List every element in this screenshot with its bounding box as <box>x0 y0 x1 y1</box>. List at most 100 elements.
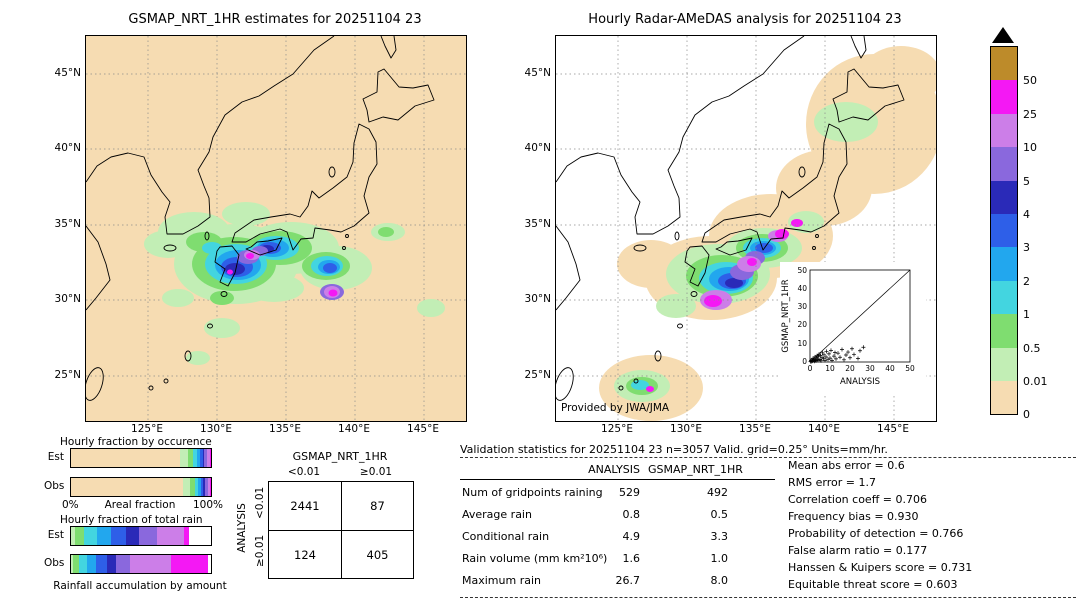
lon-tick: 125°E <box>131 423 163 435</box>
stats-row-label: Rain volume (mm km²10⁶) <box>462 552 608 565</box>
metric-line: RMS error = 1.7 <box>788 476 876 489</box>
totalrain-footer: Rainfall accumulation by amount <box>53 580 227 592</box>
lon-tick: 135°E <box>269 423 301 435</box>
bar-segment <box>187 449 193 467</box>
lat-tick: 35°N <box>524 218 551 230</box>
metric-line: Hanssen & Kuipers score = 0.731 <box>788 561 973 574</box>
left-map-canvas <box>86 36 466 421</box>
est-totalrain-bar <box>70 526 212 546</box>
left-map-gsmap <box>85 35 467 422</box>
colorbar-swatch: 0.5 <box>991 314 1041 355</box>
contingency-table: GSMAP_NRT_1HR <0.01 ≥0.01 ANALYSIS <0.01… <box>228 448 423 588</box>
inset-yaxis-label: GSMAP_NRT_1HR <box>781 279 791 352</box>
lat-tick: 40°N <box>54 142 81 154</box>
metric-line: Frequency bias = 0.930 <box>788 510 919 523</box>
bar-segment <box>205 478 208 496</box>
bar-segment <box>183 478 191 496</box>
coastline <box>86 36 435 401</box>
stats-value-gsmap: 1.0 <box>710 552 729 565</box>
metric-line: Probability of detection = 0.766 <box>788 527 964 540</box>
lat-tick: 45°N <box>524 67 551 79</box>
colorbar-label: 2 <box>1023 274 1030 288</box>
bar-segment <box>171 555 209 573</box>
bar-segment <box>183 527 190 545</box>
colorbar-label: 1 <box>1023 308 1030 322</box>
stats-row-label: Num of gridpoints raining <box>462 486 603 499</box>
bar-segment <box>71 527 75 545</box>
colorbar-label: 0.5 <box>1023 341 1041 355</box>
svg-text:30: 30 <box>797 302 807 311</box>
stats-value-analysis: 4.9 <box>622 530 641 543</box>
stats-title: Validation statistics for 20251104 23 n=… <box>460 443 888 456</box>
bar-segment <box>138 527 158 545</box>
colorbar-label: 3 <box>1023 241 1030 255</box>
contingency-side-label: ANALYSIS <box>236 503 248 553</box>
bar-segment <box>194 478 199 496</box>
stats-value-gsmap: 3.3 <box>710 530 729 543</box>
stats-value-analysis: 0.8 <box>622 508 641 521</box>
obs-totalrain-bar <box>70 554 212 574</box>
bar-segment <box>71 449 181 467</box>
colorbar-swatch: 3 <box>991 213 1030 254</box>
totalrain-section-title: Hourly fraction of total rain <box>60 514 203 526</box>
bar-segment <box>204 449 208 467</box>
bar-segment <box>71 478 183 496</box>
bar-segment <box>200 449 203 467</box>
colorbar-swatch: 10 <box>991 113 1037 154</box>
contingency-cells: 2441 87 124 405 <box>268 481 414 579</box>
colorbar-overflow-triangle-icon <box>992 27 1014 43</box>
left-map-title: GSMAP_NRT_1HR estimates for 20251104 23 <box>128 12 422 27</box>
stats-value-gsmap: 8.0 <box>710 574 729 587</box>
axis-title: Areal fraction <box>104 499 176 511</box>
stats-value-analysis: 26.7 <box>615 574 641 587</box>
colorbar-label: 4 <box>1023 207 1030 221</box>
contingency-row-header: ≥0.01 <box>254 534 266 567</box>
svg-text:50: 50 <box>797 266 807 275</box>
metric-line: False alarm ratio = 0.177 <box>788 544 928 557</box>
lat-tick: 40°N <box>524 142 551 154</box>
est-occurrence-bar <box>70 448 212 468</box>
contingency-col-header: <0.01 <box>287 466 321 478</box>
bar-segment <box>79 555 88 573</box>
lon-tick: 145°E <box>407 423 439 435</box>
svg-text:0: 0 <box>808 364 813 373</box>
lat-tick: 45°N <box>54 67 81 79</box>
bar-segment <box>201 478 204 496</box>
obs-label: Obs <box>44 480 65 492</box>
inset-xaxis-label: ANALYSIS <box>840 377 880 387</box>
colorbar-label: 5 <box>1023 174 1030 188</box>
contingency-cell: 405 <box>341 530 413 578</box>
divider-dashed-bottom <box>460 597 1076 598</box>
svg-text:30: 30 <box>865 364 875 373</box>
est-label: Est <box>47 451 64 463</box>
stats-row-label: Conditional rain <box>462 530 550 543</box>
lon-tick: 130°E <box>200 423 232 435</box>
bar-segment <box>73 555 80 573</box>
svg-text:40: 40 <box>885 364 895 373</box>
stats-row-label: Average rain <box>462 508 532 521</box>
svg-text:50: 50 <box>905 364 915 373</box>
colorbar-swatch: 0 <box>991 380 1030 421</box>
est-label: Est <box>47 529 64 541</box>
bar-segment <box>84 527 97 545</box>
bar-segment <box>202 449 205 467</box>
colorbar-label: 0 <box>1023 408 1030 422</box>
contingency-title: GSMAP_NRT_1HR <box>292 450 388 463</box>
colorbar-label: 0.01 <box>1023 374 1048 388</box>
stats-row-label: Maximum rain <box>462 574 541 587</box>
contingency-row-header: <0.01 <box>254 486 266 519</box>
bar-segment <box>71 555 74 573</box>
bar-segment <box>74 527 85 545</box>
colorbar-label: 10 <box>1023 141 1037 155</box>
stats-value-analysis: 1.6 <box>622 552 641 565</box>
metric-line: Correlation coeff = 0.706 <box>788 493 927 506</box>
svg-text:0: 0 <box>802 357 807 366</box>
colorbar-swatch: 1 <box>991 280 1030 321</box>
stats-col-gsmap: GSMAP_NRT_1HR <box>648 463 743 476</box>
colorbar-swatch: 5 <box>991 147 1030 188</box>
lat-tick: 30°N <box>54 293 81 305</box>
lon-tick: 140°E <box>338 423 370 435</box>
inset-diagonal-line <box>809 269 911 363</box>
axis-zero-label: 0% <box>62 499 79 511</box>
obs-occurrence-bar <box>70 477 212 497</box>
